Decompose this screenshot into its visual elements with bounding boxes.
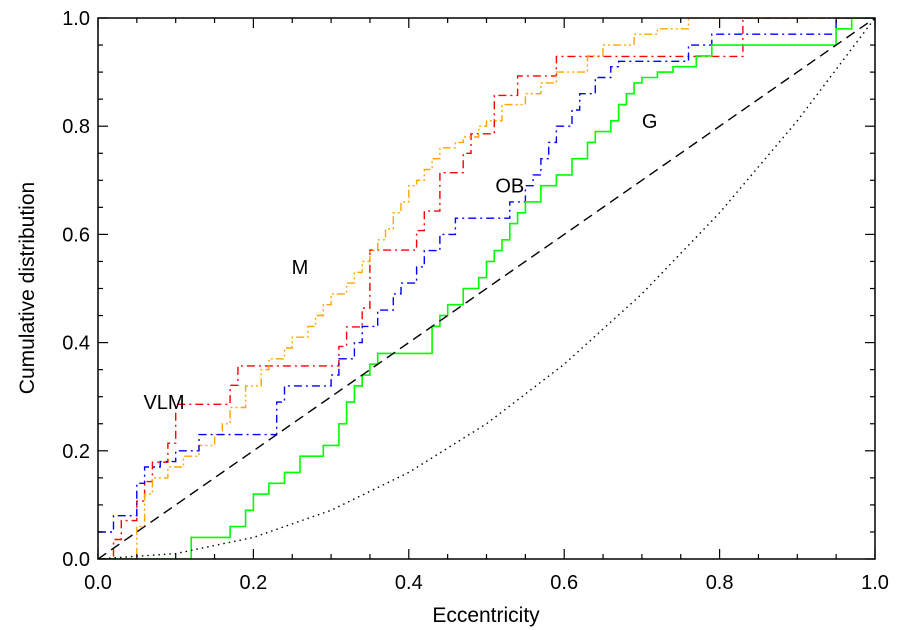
x-tick-label: 0.0 — [84, 572, 112, 594]
x-tick-label: 1.0 — [861, 572, 889, 594]
y-tick-label: 1.0 — [62, 8, 90, 30]
series-layer — [98, 18, 875, 559]
series-line-vlm — [98, 18, 875, 559]
y-tick-label: 0.8 — [62, 116, 90, 138]
annotation-layer: VLM M OB G — [143, 111, 657, 414]
series-line-ob — [98, 18, 875, 533]
tick-layer: 0.0 0.2 0.4 0.6 0.8 1.0 0.0 0.2 0.4 0.6 0.8 1.0 — [62, 8, 889, 594]
annotation-vlm: VLM — [143, 392, 184, 414]
y-tick-label: 0.2 — [62, 441, 90, 463]
x-tick-label: 0.8 — [706, 572, 734, 594]
x-tick-label: 0.6 — [550, 572, 578, 594]
y-tick-label: 0.4 — [62, 333, 90, 355]
series-line-g — [98, 18, 875, 559]
series-line-ref-dashed — [98, 18, 875, 559]
x-tick-label: 0.4 — [395, 572, 423, 594]
annotation-m: M — [292, 257, 309, 279]
x-tick-label: 0.2 — [239, 572, 267, 594]
x-axis-title: Eccentricity — [432, 604, 540, 627]
y-axis-title: Cumulative distribution — [16, 182, 39, 394]
annotation-ob: OB — [495, 176, 524, 198]
y-tick-label: 0.6 — [62, 224, 90, 246]
y-tick-label: 0.0 — [62, 549, 90, 571]
annotation-g: G — [642, 111, 658, 133]
